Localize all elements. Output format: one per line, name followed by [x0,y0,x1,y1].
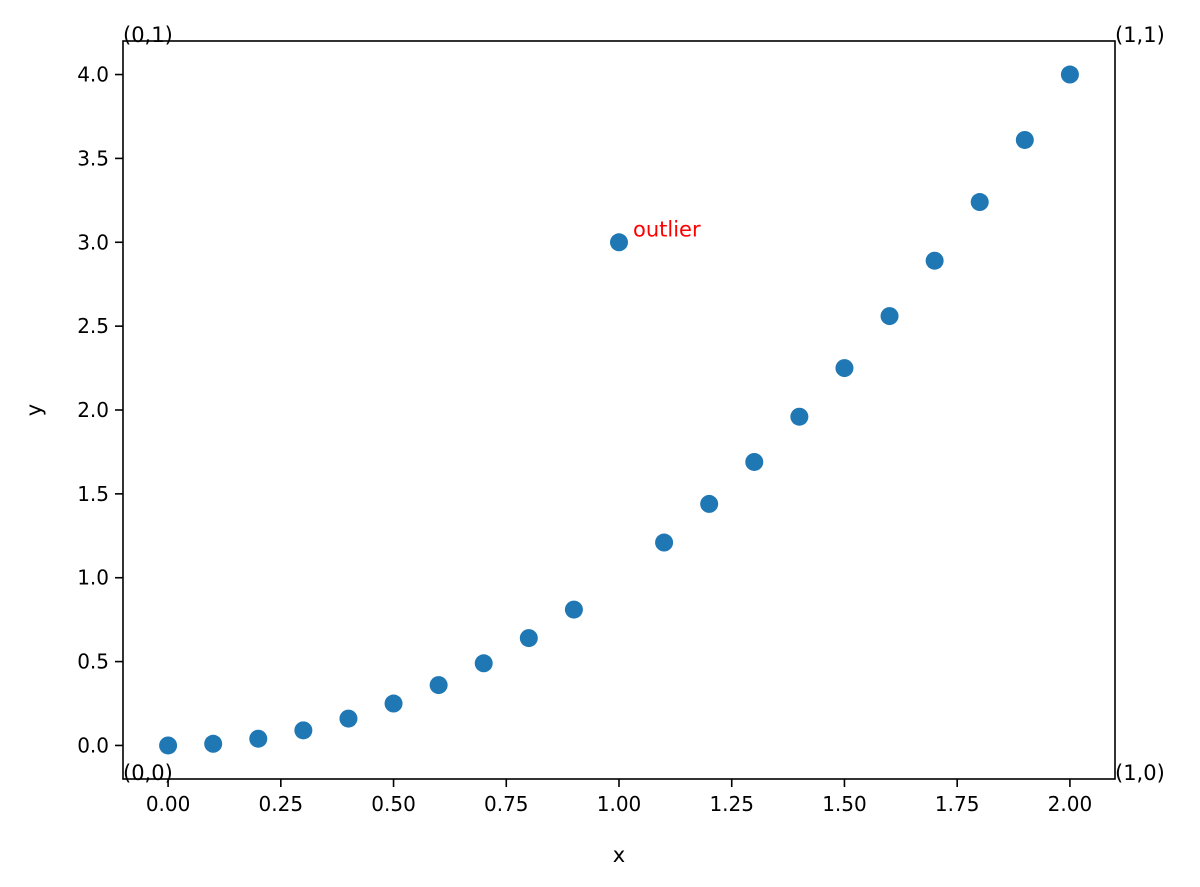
data-point [1015,130,1034,149]
x-tick-label: 0.00 [146,792,191,816]
data-point [925,251,944,270]
data-point [835,359,854,378]
x-tick-label: 1.00 [597,792,642,816]
x-tick-label: 2.00 [1048,792,1093,816]
corner-label-bottom-left: (0,0) [123,761,173,785]
y-tick-label: 2.0 [77,398,109,422]
data-point [610,233,628,252]
data-point [204,734,223,753]
data-point [519,629,538,648]
annotation-label: outlier [633,217,701,241]
data-point [700,494,719,513]
y-axis-ticks: 0.0 0.5 1.0 1.5 2.0 2.5 3.0 3.5 4.0 [77,63,123,757]
x-tick-label: 0.25 [259,792,304,816]
corner-label-top-left: (0,1) [123,23,173,47]
data-point [294,721,313,740]
y-tick-label: 1.0 [77,566,109,590]
data-point [249,729,268,748]
y-tick-label: 3.5 [77,146,109,170]
data-point [159,736,178,755]
data-point [429,676,448,695]
data-point [745,452,764,471]
corner-label-top-right: (1,1) [1115,23,1165,47]
x-tick-label: 1.50 [822,792,867,816]
y-tick-label: 2.5 [77,314,109,338]
y-tick-label: 0.0 [77,733,109,757]
y-axis-label: y [22,404,46,416]
data-point [790,407,809,426]
y-tick-label: 3.0 [77,230,109,254]
x-tick-label: 0.50 [371,792,416,816]
data-points [159,65,1079,755]
y-tick-label: 1.5 [77,482,109,506]
x-tick-label: 1.75 [935,792,980,816]
y-tick-label: 4.0 [77,63,109,87]
data-point [384,694,403,713]
data-point [880,307,899,326]
data-point [564,600,583,619]
data-point [339,709,358,728]
x-tick-label: 0.75 [484,792,529,816]
x-axis-label: x [613,843,625,867]
data-point [655,533,674,552]
x-axis-ticks: 0.00 0.25 0.50 0.75 1.00 1.25 1.50 1.75 2.00 [146,779,1092,816]
data-point [970,193,989,212]
corner-label-bottom-right: (1,0) [1115,761,1165,785]
data-point [474,654,493,673]
annotations: outlier [633,217,701,241]
data-point [1060,65,1079,84]
x-tick-label: 1.25 [709,792,754,816]
y-tick-label: 0.5 [77,650,109,674]
